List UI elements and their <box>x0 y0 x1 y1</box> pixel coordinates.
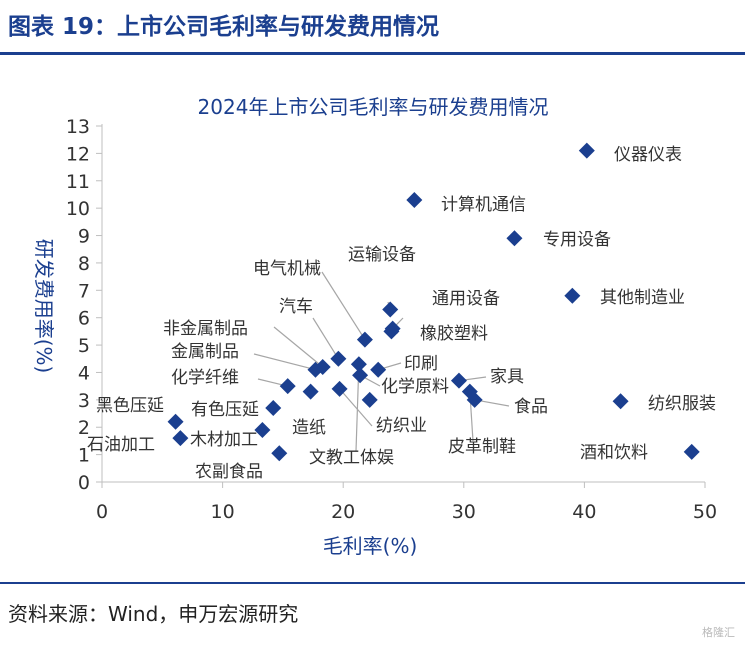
y-tick-label: 6 <box>78 308 90 330</box>
data-point-marker <box>271 445 288 462</box>
point-label: 纺织服装 <box>648 394 716 414</box>
point-label: 食品 <box>514 397 548 417</box>
footer-divider <box>0 582 745 584</box>
leader-line <box>273 326 324 368</box>
x-tick-label: 10 <box>211 501 235 523</box>
point-label: 皮革制鞋 <box>448 437 516 457</box>
point-label: 专用设备 <box>543 230 611 250</box>
x-tick-label: 20 <box>331 501 355 523</box>
point-label: 通用设备 <box>432 289 500 309</box>
point-label: 文教工体娱 <box>309 448 394 468</box>
y-tick-label: 2 <box>78 417 90 439</box>
figure-title: 图表 19：上市公司毛利率与研发费用情况 <box>8 14 440 40</box>
point-label: 橡胶塑料 <box>420 324 488 344</box>
point-label: 金属制品 <box>171 342 239 362</box>
y-tick-label: 11 <box>66 171 90 193</box>
data-point-marker <box>254 421 271 438</box>
data-point-marker <box>612 393 629 410</box>
data-point-marker <box>279 378 296 395</box>
point-label: 化学原料 <box>381 377 449 397</box>
data-point-marker <box>352 367 369 384</box>
y-tick-label: 4 <box>78 362 90 384</box>
point-label: 计算机通信 <box>441 195 526 215</box>
data-point-marker <box>382 301 399 318</box>
data-point-marker <box>331 380 348 397</box>
y-tick-label: 5 <box>78 335 90 357</box>
data-point-marker <box>564 287 581 304</box>
point-label: 化学纤维 <box>171 368 239 388</box>
data-point-marker <box>307 361 324 378</box>
point-label: 仪器仪表 <box>614 145 682 165</box>
point-label: 其他制造业 <box>600 288 685 308</box>
data-point-marker <box>167 413 184 430</box>
x-tick-label: 30 <box>452 501 476 523</box>
point-label: 电气机械 <box>253 259 321 279</box>
y-tick-label: 9 <box>78 226 90 248</box>
data-points <box>167 142 700 462</box>
data-point-marker <box>356 331 373 348</box>
y-tick-label: 8 <box>78 253 90 275</box>
y-tick-label: 13 <box>66 116 90 138</box>
data-point-marker <box>302 383 319 400</box>
leader-line <box>321 271 366 340</box>
leader-line <box>253 353 316 371</box>
data-point-marker <box>370 361 387 378</box>
point-label: 石油加工 <box>87 435 155 455</box>
data-point-marker <box>406 191 423 208</box>
chart-title: 2024年上市公司毛利率与研发费用情况 <box>198 95 549 119</box>
x-axis-title: 毛利率(%) <box>323 534 418 558</box>
x-tick-label: 0 <box>96 501 108 523</box>
data-point-marker <box>506 230 523 247</box>
point-label: 纺织业 <box>376 416 427 436</box>
y-tick-label: 7 <box>78 280 90 302</box>
point-label: 印刷 <box>404 354 438 374</box>
x-tick-label: 50 <box>693 501 717 523</box>
header-divider <box>0 52 745 55</box>
data-point-marker <box>578 142 595 159</box>
y-tick-label: 10 <box>66 198 90 220</box>
source-note: 资料来源：Wind，申万宏源研究 <box>8 602 299 626</box>
data-point-marker <box>172 430 189 447</box>
point-label: 黑色压延 <box>96 396 164 416</box>
data-point-marker <box>265 400 282 417</box>
y-tick-label: 0 <box>78 472 90 494</box>
y-axis-title: 研发费用率(%) <box>32 239 56 374</box>
x-tick-label: 40 <box>572 501 596 523</box>
data-point-marker <box>466 391 483 408</box>
point-label: 有色压延 <box>191 400 259 420</box>
data-point-marker <box>361 391 378 408</box>
point-label: 造纸 <box>292 418 326 438</box>
data-point-marker <box>330 350 347 367</box>
watermark-text: 格隆汇 <box>702 626 735 639</box>
point-label: 家具 <box>490 367 524 387</box>
point-label: 汽车 <box>279 297 313 317</box>
data-point-marker <box>683 443 700 460</box>
leader-line <box>312 317 339 360</box>
y-tick-label: 1 <box>78 445 90 467</box>
data-point-marker <box>450 372 467 389</box>
y-tick-label: 3 <box>78 390 90 412</box>
point-label: 农副食品 <box>195 462 263 482</box>
data-point-marker <box>383 323 400 340</box>
data-point-marker <box>350 356 367 373</box>
point-label: 酒和饮料 <box>580 443 648 463</box>
y-tick-label: 12 <box>66 143 90 165</box>
point-label: 木材加工 <box>190 430 258 450</box>
leader-line <box>339 388 373 427</box>
point-label: 非金属制品 <box>163 319 248 339</box>
point-label: 运输设备 <box>348 245 416 265</box>
